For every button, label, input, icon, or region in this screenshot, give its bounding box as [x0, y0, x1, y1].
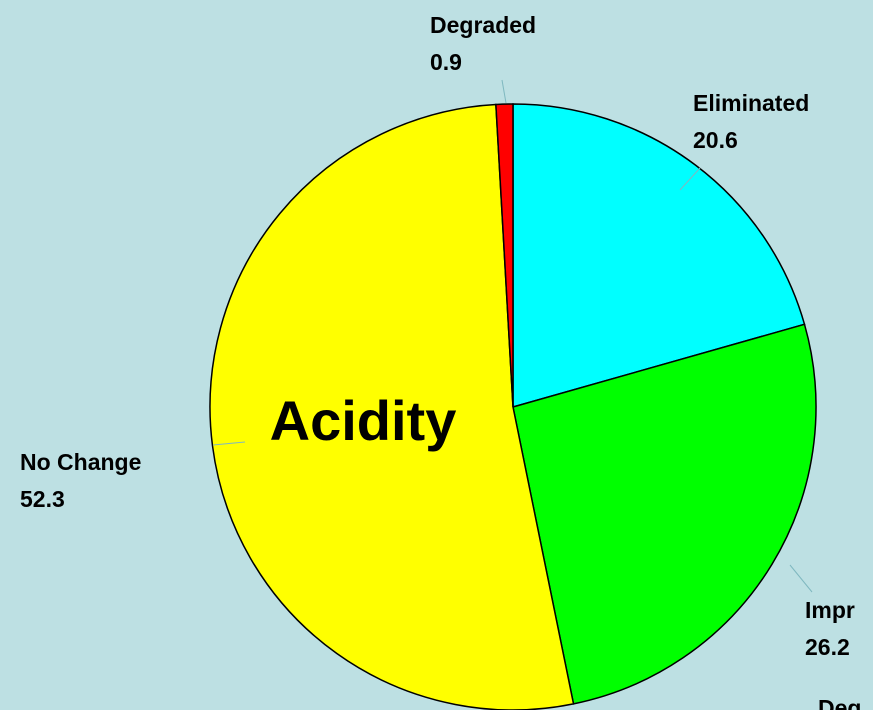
chart-title: Acidity — [270, 389, 457, 452]
leader-line — [679, 167, 701, 191]
slice-value: 26.2 — [805, 634, 850, 660]
slice-value: 0.9 — [430, 49, 462, 75]
slice-label: Degraded — [430, 12, 536, 38]
pie-slice — [495, 103, 514, 408]
slice-label: No Change — [20, 449, 141, 475]
pie-slice — [512, 103, 806, 408]
slice-label: Impr — [805, 597, 855, 623]
slice-value: 52.3 — [20, 486, 65, 512]
leader-line — [501, 79, 507, 104]
leader-line — [212, 441, 246, 446]
pie-slice — [209, 103, 575, 710]
slice-label: Eliminated — [693, 90, 809, 116]
pie-slice — [512, 323, 817, 705]
annotation: Deg — [818, 695, 861, 710]
leader-line — [789, 564, 813, 593]
pie — [209, 103, 817, 710]
slice-value: 20.6 — [693, 127, 738, 153]
